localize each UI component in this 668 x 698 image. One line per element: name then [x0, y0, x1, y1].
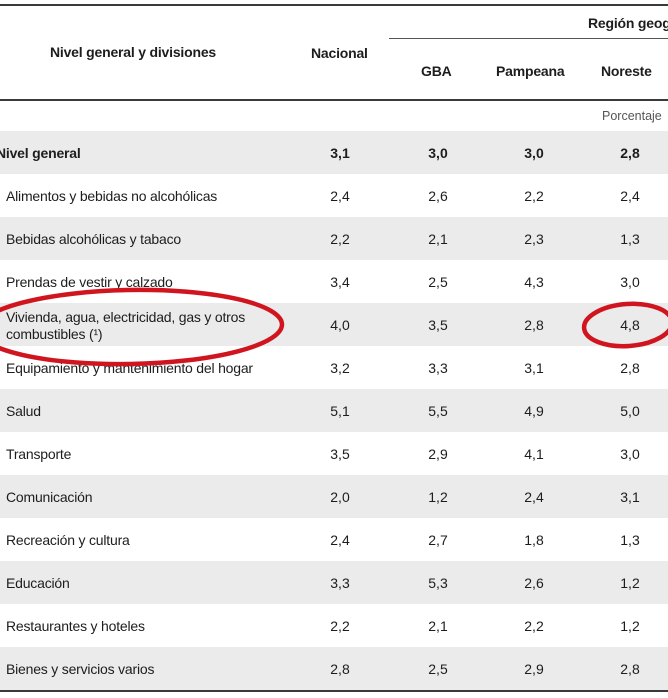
cell-gba: 2,9	[428, 446, 448, 462]
table-row: Vivienda, agua, electricidad, gas y otro…	[0, 303, 668, 346]
table-body: Nivel general 3,1 3,0 3,0 2,8 Alimentos y beb…	[0, 131, 668, 690]
table-row: Equipamiento y mantenimiento del hogar 3,…	[0, 346, 668, 389]
cell-nacional: 2,0	[330, 489, 350, 505]
cell-nacional: 2,4	[330, 532, 350, 548]
cell-nacional: 3,1	[330, 145, 350, 161]
unit-label: Porcentaje	[602, 109, 662, 123]
cell-noreste: 2,8	[620, 145, 640, 161]
cell-pampeana: 2,3	[524, 231, 544, 247]
cell-gba: 2,5	[428, 274, 448, 290]
cell-pampeana: 2,9	[524, 661, 544, 677]
table-row: Salud 5,1 5,5 4,9 5,0	[0, 389, 668, 432]
cell-pampeana: 4,9	[524, 403, 544, 419]
header-region: Región geog	[588, 15, 668, 31]
cell-noreste: 5,0	[620, 403, 640, 419]
cell-nacional: 2,4	[330, 188, 350, 204]
table-top-rule	[0, 4, 668, 6]
cell-pampeana: 2,2	[524, 188, 544, 204]
table-row: Comunicación 2,0 1,2 2,4 3,1	[0, 475, 668, 518]
table-row: Educación 3,3 5,3 2,6 1,2	[0, 561, 668, 604]
cell-pampeana: 3,0	[524, 145, 544, 161]
table-row: Transporte 3,5 2,9 4,1 3,0	[0, 432, 668, 475]
row-label: Restaurantes y hoteles	[6, 618, 145, 634]
cell-gba: 5,5	[428, 403, 448, 419]
row-label: Prendas de vestir y calzado	[6, 274, 173, 290]
cell-noreste: 3,0	[620, 446, 640, 462]
cell-gba: 3,0	[428, 145, 448, 161]
row-label: Comunicación	[6, 489, 93, 505]
cell-noreste: 1,3	[620, 231, 640, 247]
header-noreste: Noreste	[601, 63, 652, 79]
unit-row: Porcentaje	[0, 101, 668, 131]
cell-pampeana: 4,1	[524, 446, 544, 462]
region-header-rule	[389, 38, 668, 39]
cell-noreste: 1,3	[620, 532, 640, 548]
cell-gba: 3,3	[428, 360, 448, 376]
cell-nacional: 5,1	[330, 403, 350, 419]
header-nivel-general: Nivel general y divisiones	[50, 44, 216, 60]
cell-nacional: 2,2	[330, 618, 350, 634]
row-label: Bebidas alcohólicas y tabaco	[6, 231, 181, 247]
cell-pampeana: 2,4	[524, 489, 544, 505]
header-nacional: Nacional	[311, 45, 368, 61]
cell-nacional: 3,5	[330, 446, 350, 462]
table-row: Recreación y cultura 2,4 2,7 1,8 1,3	[0, 518, 668, 561]
cell-nacional: 3,2	[330, 360, 350, 376]
table-row: Bebidas alcohólicas y tabaco 2,2 2,1 2,3 1,3	[0, 217, 668, 260]
cell-pampeana: 3,1	[524, 360, 544, 376]
table-row: Restaurantes y hoteles 2,2 2,1 2,2 1,2	[0, 604, 668, 647]
cell-nacional: 3,4	[330, 274, 350, 290]
table-row: Prendas de vestir y calzado 3,4 2,5 4,3 3,0	[0, 260, 668, 303]
cell-nacional: 4,0	[330, 317, 350, 333]
row-label: Alimentos y bebidas no alcohólicas	[6, 188, 218, 204]
cell-noreste: 1,2	[620, 618, 640, 634]
cell-pampeana: 2,2	[524, 618, 544, 634]
cell-gba: 1,2	[428, 489, 448, 505]
cell-gba: 2,1	[428, 231, 448, 247]
table-bottom-rule	[0, 690, 668, 692]
cell-noreste: 2,8	[620, 360, 640, 376]
cell-pampeana: 2,8	[524, 317, 544, 333]
cell-gba: 3,5	[428, 317, 448, 333]
cell-gba: 5,3	[428, 575, 448, 591]
row-label: Equipamiento y mantenimiento del hogar	[6, 360, 253, 376]
row-label: Vivienda, agua, electricidad, gas y otro…	[6, 309, 246, 342]
cell-pampeana: 2,6	[524, 575, 544, 591]
row-label: Recreación y cultura	[6, 532, 130, 548]
cell-nacional: 2,2	[330, 231, 350, 247]
cell-gba: 2,1	[428, 618, 448, 634]
cell-noreste: 2,4	[620, 188, 640, 204]
cell-gba: 2,6	[428, 188, 448, 204]
row-label: Bienes y servicios varios	[6, 661, 155, 677]
cell-nacional: 3,3	[330, 575, 350, 591]
cell-noreste: 1,2	[620, 575, 640, 591]
header-pampeana: Pampeana	[496, 63, 565, 79]
header-gba: GBA	[421, 63, 452, 79]
cell-noreste: 2,8	[620, 661, 640, 677]
cell-nacional: 2,8	[330, 661, 350, 677]
cell-pampeana: 4,3	[524, 274, 544, 290]
table-row: Alimentos y bebidas no alcohólicas 2,4 2,6…	[0, 174, 668, 217]
table-row: Bienes y servicios varios 2,8 2,5 2,9 2,8	[0, 647, 668, 690]
row-label: Transporte	[6, 446, 72, 462]
cell-noreste: 3,0	[620, 274, 640, 290]
cell-gba: 2,5	[428, 661, 448, 677]
table-row: Nivel general 3,1 3,0 3,0 2,8	[0, 131, 668, 174]
cell-gba: 2,7	[428, 532, 448, 548]
header-bottom-rule	[0, 99, 668, 101]
row-label: Educación	[6, 575, 70, 591]
row-label: Salud	[6, 403, 41, 419]
cell-pampeana: 1,8	[524, 532, 544, 548]
cell-noreste: 4,8	[620, 317, 640, 333]
cell-noreste: 3,1	[620, 489, 640, 505]
row-label: Nivel general	[0, 145, 81, 161]
